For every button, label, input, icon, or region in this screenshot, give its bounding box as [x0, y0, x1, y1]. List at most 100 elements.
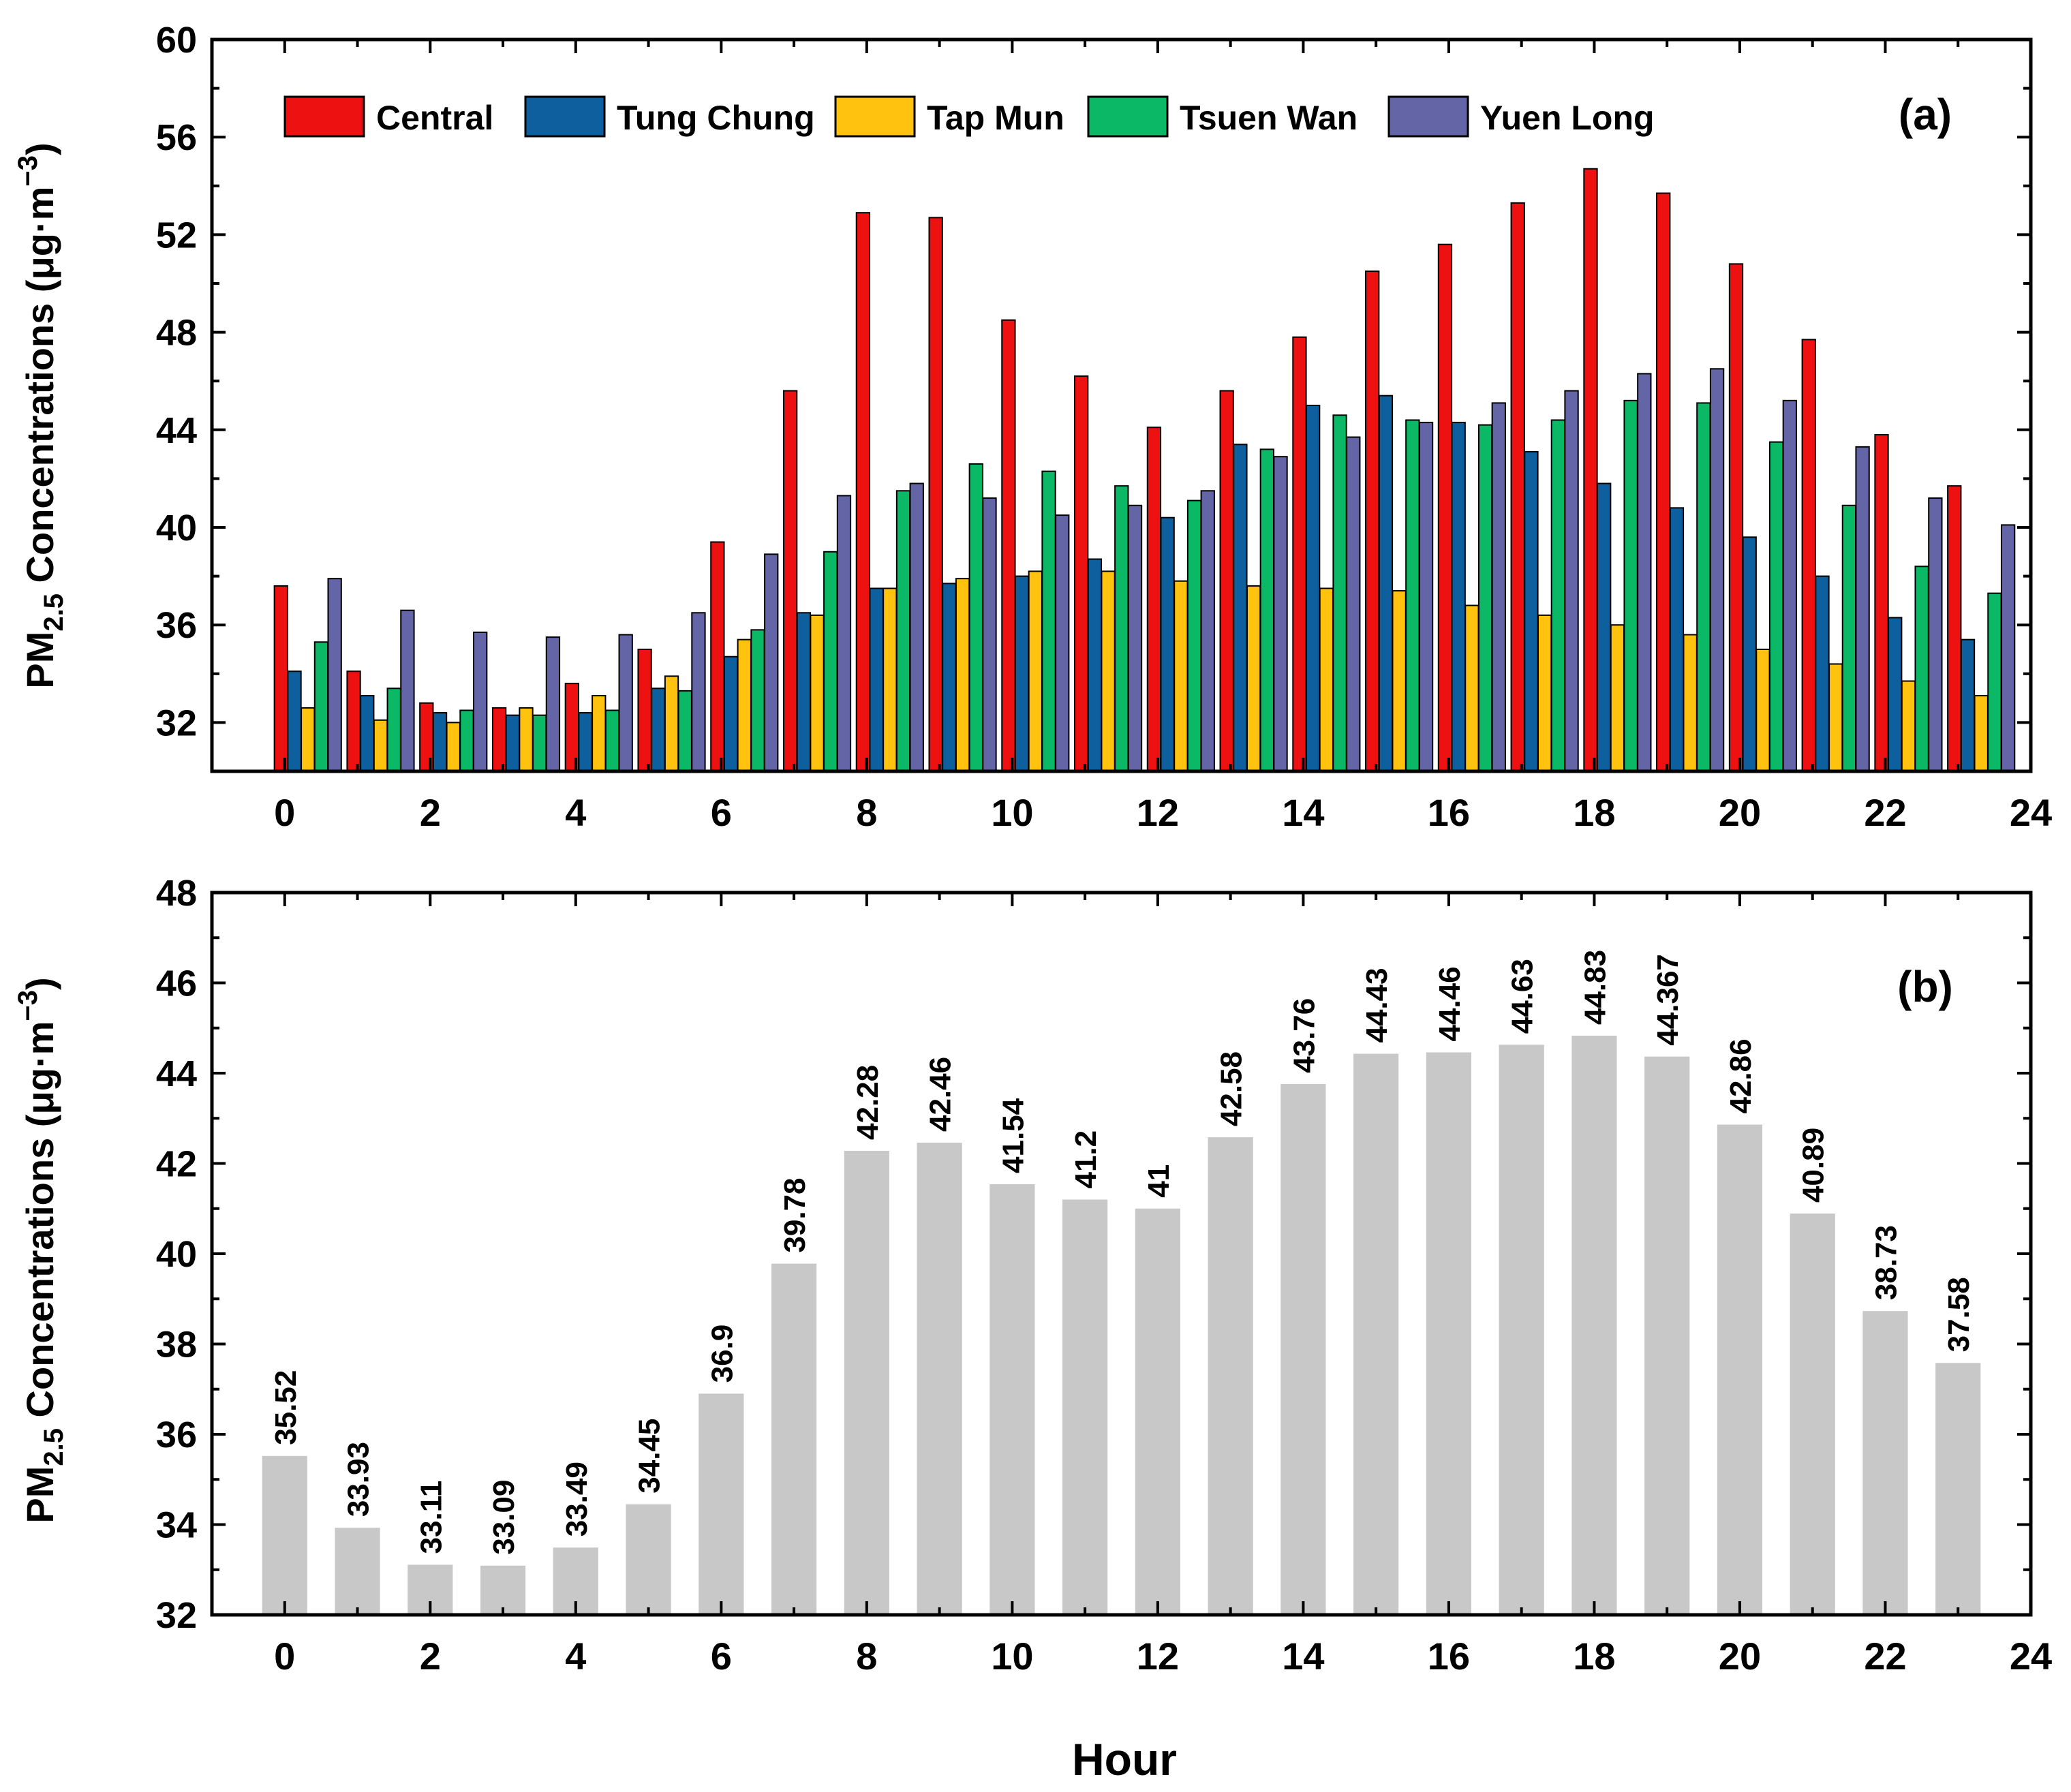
panel-a-x-tick-label: 24: [2010, 791, 2052, 834]
bar-tung-chung: [1888, 617, 1903, 773]
bar-yuen-long: [1637, 373, 1652, 772]
bar-central: [928, 217, 943, 772]
bar-tsuen-wan: [968, 463, 983, 772]
bar-yuen-long: [1491, 402, 1506, 772]
bar-yuen-long: [618, 634, 633, 773]
panel-b-x-tick-label: 18: [1573, 1635, 1615, 1678]
bar-tap-mun: [664, 675, 679, 772]
bar-value-label: 37.58: [1942, 1277, 1976, 1352]
legend-label-tsuen-wan: Tsuen Wan: [1180, 99, 1357, 137]
average-bar: [626, 1504, 671, 1615]
bar-central: [637, 649, 652, 772]
bar-yuen-long: [691, 612, 706, 772]
panel-a-x-tick-label: 20: [1719, 791, 1761, 834]
panel-a-y-tick-label: 52: [156, 215, 197, 256]
panel-a-y-tick-label: 60: [156, 20, 197, 61]
bar-value-label: 41: [1142, 1164, 1176, 1198]
legend-swatch-tsuen-wan: [1087, 95, 1169, 138]
bar-tap-mun: [446, 722, 461, 773]
panel-b-x-tick-label: 14: [1282, 1635, 1324, 1678]
bar-tsuen-wan: [1841, 504, 1857, 773]
panel-a-x-tick-label: 18: [1573, 791, 1615, 834]
panel-b-bars: [262, 1036, 1981, 1615]
bar-yuen-long: [982, 497, 997, 772]
panel-b-chart: 35.52 33.93 33.11 33.09 33.49 34.45 36.9 39.78 4…: [156, 873, 2052, 1678]
average-bar: [1499, 1045, 1544, 1615]
panel-a-y-tick-label: 48: [156, 313, 197, 354]
bar-central: [1874, 433, 1889, 773]
bar-tsuen-wan: [1696, 402, 1711, 772]
panel-b-y-tick-label: 48: [156, 873, 197, 914]
bar-yuen-long: [400, 609, 415, 772]
panel-b-x-tick-label: 16: [1428, 1635, 1470, 1678]
bar-value-label: 44.63: [1506, 959, 1539, 1034]
panel-a-x-tick-label: 4: [565, 791, 586, 834]
bar-yuen-long: [1200, 490, 1215, 772]
bar-central: [1001, 319, 1016, 772]
average-bar: [1426, 1052, 1472, 1615]
bar-central: [1365, 271, 1380, 773]
bar-yuen-long: [1346, 436, 1361, 772]
bar-tung-chung: [1669, 507, 1685, 772]
panel-a-legend: Central Tung Chung Tap Mun Tsuen Wan Yuen Lo…: [283, 95, 1655, 138]
bar-central: [1947, 485, 1962, 772]
bar-tung-chung: [869, 587, 884, 772]
bar-tsuen-wan: [1332, 414, 1347, 772]
panel-a-y-tick-label: 44: [156, 410, 197, 451]
panel-a-x-tick-label: 14: [1282, 791, 1324, 834]
bar-tap-mun: [1028, 570, 1043, 772]
bar-central: [1510, 202, 1525, 772]
average-bar: [1644, 1056, 1690, 1615]
bar-value-label: 41.54: [996, 1098, 1030, 1173]
bar-tap-mun: [519, 707, 534, 773]
bar-tsuen-wan: [1623, 399, 1638, 772]
bar-yuen-long: [2000, 524, 2016, 772]
average-bar: [990, 1184, 1035, 1615]
bar-tap-mun: [592, 695, 607, 773]
panel-b-x-tick-label: 12: [1137, 1635, 1179, 1678]
panel-a-x-tick-label: 10: [991, 791, 1033, 834]
bar-tap-mun: [1974, 695, 1989, 773]
bar-yuen-long: [1418, 422, 1434, 772]
average-bar: [917, 1143, 962, 1615]
panel-b-y-tick-label: 32: [156, 1595, 197, 1636]
bar-central: [273, 585, 288, 772]
panel-b-y-tick-label: 38: [156, 1325, 197, 1365]
bar-tap-mun: [955, 578, 970, 772]
bar-yuen-long: [1127, 504, 1143, 773]
bar-tung-chung: [1597, 482, 1612, 772]
bar-tsuen-wan: [313, 641, 329, 773]
panel-b-label: (b): [1897, 962, 1953, 1011]
panel-b-y-tick-label: 34: [156, 1505, 197, 1546]
bar-tung-chung: [1960, 638, 1976, 772]
bar-tsuen-wan: [1914, 566, 1929, 773]
average-bar: [1717, 1124, 1763, 1615]
legend-label-central: Central: [376, 99, 493, 137]
bar-value-label: 33.49: [560, 1462, 594, 1536]
bar-value-label: 34.45: [633, 1419, 666, 1494]
legend-label-tung-chung: Tung Chung: [617, 99, 815, 137]
bar-tap-mun: [301, 707, 316, 773]
legend-swatch-yuen-long: [1387, 95, 1469, 138]
panel-a-x-tick-label: 0: [274, 791, 295, 834]
bar-value-label: 36.9: [705, 1325, 739, 1383]
bar-yuen-long: [473, 631, 488, 772]
panel-a-x-tick-label: 6: [711, 791, 732, 834]
bar-tung-chung: [432, 712, 448, 772]
panel-b-x-tick-label: 2: [420, 1635, 441, 1678]
panel-a-y-tick-label: 36: [156, 605, 197, 646]
bar-tung-chung: [1233, 444, 1248, 773]
panel-a-x-tick-label: 8: [856, 791, 877, 834]
legend-swatch-central: [283, 95, 365, 138]
panel-a-x-tick-label: 22: [1864, 791, 1906, 834]
bar-value-label: 44.367: [1651, 954, 1685, 1046]
bar-tap-mun: [1828, 663, 1843, 772]
panel-b-y-tick-label: 42: [156, 1144, 197, 1185]
bar-value-label: 44.46: [1433, 966, 1467, 1041]
y-axis-label-b: PM2.5 Concentrations (μg·m−3): [13, 977, 69, 1523]
bar-tap-mun: [373, 719, 388, 772]
panel-b-y-tick-label: 40: [156, 1234, 197, 1275]
bar-tung-chung: [1160, 516, 1175, 772]
bar-central: [1437, 243, 1453, 773]
